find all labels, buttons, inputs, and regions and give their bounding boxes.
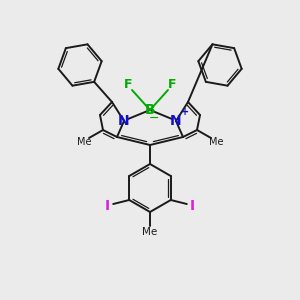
Text: I: I: [190, 199, 195, 213]
Text: Me: Me: [209, 137, 223, 147]
Text: −: −: [149, 112, 159, 124]
Text: I: I: [105, 199, 110, 213]
Text: Me: Me: [77, 137, 91, 147]
Text: B: B: [145, 103, 155, 117]
Text: F: F: [168, 77, 176, 91]
Text: F: F: [124, 77, 132, 91]
Text: +: +: [181, 107, 189, 117]
Text: N: N: [170, 114, 182, 128]
Text: Me: Me: [142, 227, 158, 237]
Text: N: N: [118, 114, 130, 128]
